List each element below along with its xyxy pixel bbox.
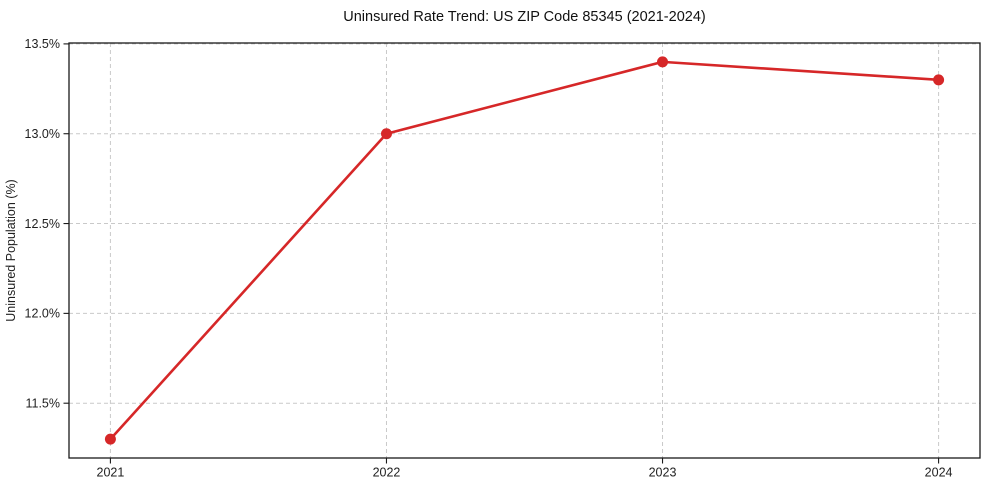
x-tick-label: 2021 — [97, 466, 125, 480]
x-tick-label: 2022 — [373, 466, 401, 480]
x-tick-label: 2023 — [649, 466, 677, 480]
x-tick-label: 2024 — [925, 466, 953, 480]
y-tick-label: 13.0% — [25, 127, 60, 141]
y-tick-label: 13.5% — [25, 37, 60, 51]
data-point-marker — [933, 74, 945, 86]
trend-line — [109, 60, 940, 441]
plot-area: 11.5% 12.0% 12.5% 13.0% 13.5% 2021 2022 2023 202… — [25, 37, 981, 480]
data-point-marker — [104, 433, 116, 445]
plot-border — [68, 42, 981, 459]
data-point-marker — [657, 56, 669, 68]
y-tick-label: 12.0% — [25, 307, 60, 321]
y-tick-label: 12.5% — [25, 217, 60, 231]
y-tick-label: 11.5% — [25, 397, 60, 411]
chart-title: Uninsured Rate Trend: US ZIP Code 85345 … — [343, 9, 705, 25]
y-axis-label: Uninsured Population (%) — [4, 179, 18, 321]
data-point-marker — [380, 128, 392, 140]
